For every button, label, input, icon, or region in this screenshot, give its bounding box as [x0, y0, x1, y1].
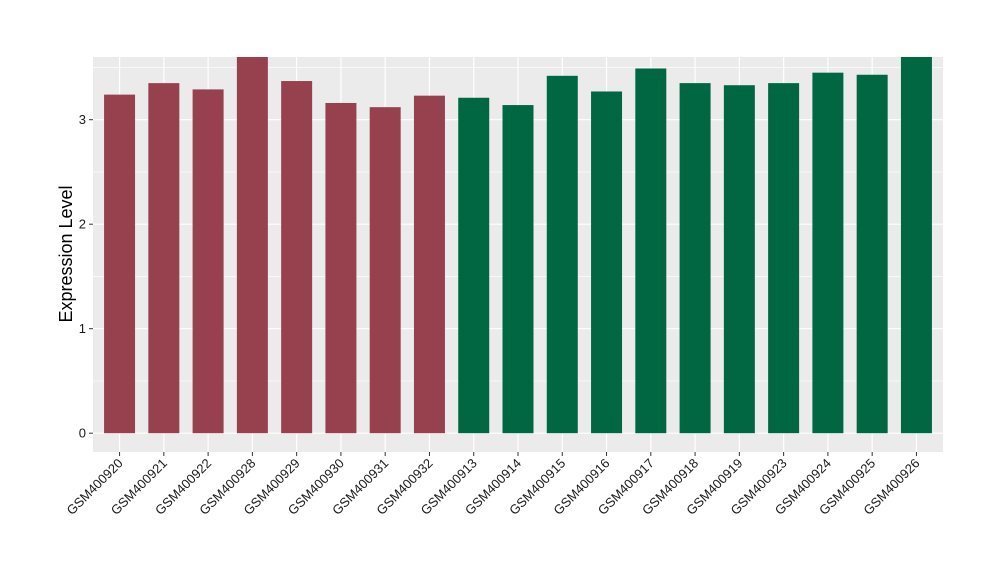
- y-tick-label: 2: [79, 217, 86, 232]
- x-axis: GSM400920GSM400921GSM400922GSM400928GSM4…: [63, 452, 923, 518]
- bar-GSM400925: [856, 74, 888, 434]
- bar-GSM400926: [900, 57, 932, 434]
- bar-GSM400916: [591, 91, 623, 434]
- bar-GSM400913: [458, 97, 490, 434]
- bar-GSM400921: [148, 83, 180, 434]
- bar-GSM400918: [679, 83, 711, 434]
- bar-GSM400932: [413, 95, 445, 434]
- bar-GSM400928: [236, 57, 268, 434]
- bar-GSM400917: [635, 68, 667, 434]
- bar-GSM400919: [723, 85, 755, 434]
- bar-GSM400930: [325, 102, 357, 434]
- y-axis: 0 1 2 3: [79, 112, 93, 441]
- bar-GSM400929: [281, 81, 313, 434]
- bar-GSM400915: [546, 75, 578, 434]
- bar-GSM400923: [768, 83, 800, 434]
- y-tick-label: 1: [79, 321, 86, 336]
- bar-GSM400914: [502, 105, 534, 434]
- y-tick-label: 0: [79, 426, 86, 441]
- bar-GSM400920: [104, 94, 136, 434]
- bars: [104, 57, 932, 434]
- y-axis-title: Expression Level: [56, 185, 76, 322]
- bar-GSM400931: [369, 107, 401, 434]
- bar-GSM400924: [812, 72, 844, 434]
- y-tick-label: 3: [79, 112, 86, 127]
- bar-GSM400922: [192, 89, 224, 434]
